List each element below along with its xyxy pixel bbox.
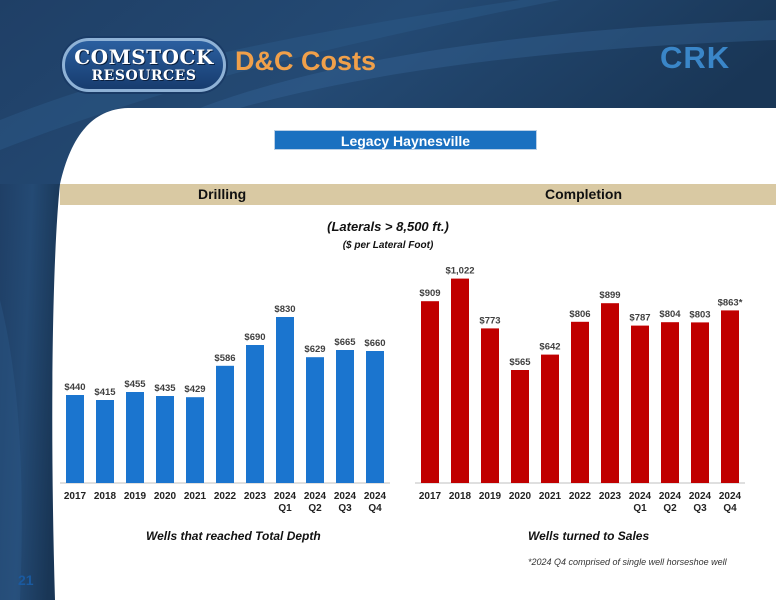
drilling-data-label: $440 — [64, 382, 85, 393]
completion-data-label: $1,022 — [445, 266, 474, 277]
completion-bar — [451, 278, 469, 483]
drilling-label: Drilling — [198, 186, 247, 202]
drilling-tick-label: 2024 — [304, 491, 327, 502]
completion-data-label: $642 — [539, 342, 560, 353]
drilling-data-label: $455 — [124, 379, 146, 390]
completion-tick-label: 2020 — [509, 491, 532, 502]
section-band — [60, 184, 776, 205]
completion-label: Completion — [545, 186, 622, 202]
completion-data-label: $787 — [629, 313, 650, 324]
logo-line-1: COMSTOCK — [74, 45, 214, 69]
drilling-tick-label: 2018 — [94, 491, 117, 502]
completion-bar — [601, 303, 619, 483]
drilling-data-label: $665 — [334, 337, 356, 348]
completion-bar — [511, 370, 529, 483]
ticker-logo: CRK — [660, 40, 731, 75]
completion-data-label: $773 — [479, 315, 500, 326]
drilling-caption: Wells that reached Total Depth — [146, 529, 321, 543]
drilling-bar — [306, 357, 324, 483]
drilling-tick-label: Q3 — [338, 503, 352, 514]
completion-tick-label: 2018 — [449, 491, 472, 502]
completion-tick-label: Q4 — [723, 503, 737, 514]
company-logo: COMSTOCK RESOURCES — [62, 38, 226, 92]
drilling-bar — [126, 392, 144, 483]
completion-tick-label: 2024 — [659, 491, 682, 502]
drilling-data-label: $660 — [364, 338, 385, 349]
drilling-data-label: $586 — [214, 353, 235, 364]
completion-bar — [541, 354, 559, 483]
drilling-tick-label: Q1 — [278, 503, 292, 514]
completion-tick-label: 2023 — [599, 491, 622, 502]
completion-tick-label: 2024 — [689, 491, 712, 502]
completion-tick-label: 2024 — [719, 491, 742, 502]
completion-data-label: $803 — [689, 309, 710, 320]
region-banner: Legacy Haynesville — [274, 130, 537, 150]
completion-bar — [571, 321, 589, 483]
drilling-tick-label: 2023 — [244, 491, 267, 502]
completion-data-label: $863* — [718, 297, 743, 308]
completion-bar — [481, 328, 499, 483]
drilling-bar — [66, 395, 84, 483]
completion-tick-label: Q1 — [633, 503, 647, 514]
drilling-bar — [216, 365, 234, 483]
drilling-tick-label: 2020 — [154, 491, 177, 502]
drilling-tick-label: 2024 — [274, 491, 297, 502]
drilling-data-label: $830 — [274, 304, 295, 315]
completion-data-label: $565 — [509, 357, 531, 368]
drilling-tick-label: 2022 — [214, 491, 237, 502]
completion-data-label: $909 — [419, 288, 440, 299]
completion-data-label: $899 — [599, 290, 620, 301]
completion-data-label: $804 — [659, 309, 681, 320]
completion-tick-label: 2017 — [419, 491, 442, 502]
drilling-tick-label: 2021 — [184, 491, 207, 502]
completion-bar — [721, 310, 739, 483]
drilling-bar — [156, 396, 174, 483]
completion-bar — [691, 322, 709, 483]
drilling-tick-label: 2019 — [124, 491, 147, 502]
completion-tick-label: 2019 — [479, 491, 502, 502]
drilling-data-label: $415 — [94, 387, 116, 398]
drilling-data-label: $629 — [304, 344, 325, 355]
drilling-bar — [366, 351, 384, 483]
completion-tick-label: 2022 — [569, 491, 592, 502]
drilling-tick-label: Q4 — [368, 503, 382, 514]
drilling-data-label: $435 — [154, 383, 176, 394]
completion-bar — [661, 322, 679, 483]
drilling-bar — [246, 345, 264, 483]
drilling-tick-label: Q2 — [308, 503, 322, 514]
page-number: 21 — [18, 572, 34, 588]
drilling-tick-label: 2024 — [334, 491, 357, 502]
drilling-tick-label: 2017 — [64, 491, 87, 502]
drilling-data-label: $429 — [184, 384, 205, 395]
completion-data-label: $806 — [569, 309, 590, 320]
logo-line-2: RESOURCES — [91, 68, 197, 84]
drilling-tick-label: 2024 — [364, 491, 387, 502]
completion-tick-label: 2021 — [539, 491, 562, 502]
completion-bar — [421, 301, 439, 483]
drilling-data-label: $690 — [244, 332, 265, 343]
chart-subtitle: (Laterals > 8,500 ft.) — [327, 219, 449, 234]
completion-tick-label: Q2 — [663, 503, 677, 514]
footnote: *2024 Q4 comprised of single well horses… — [528, 557, 727, 567]
drilling-bar — [276, 317, 294, 483]
completion-caption: Wells turned to Sales — [528, 529, 650, 543]
completion-bar — [631, 325, 649, 483]
drilling-bar — [186, 397, 204, 483]
completion-tick-label: 2024 — [629, 491, 652, 502]
unit-label: ($ per Lateral Foot) — [342, 240, 434, 251]
completion-tick-label: Q3 — [693, 503, 707, 514]
drilling-bar — [96, 400, 114, 483]
page-title: D&C Costs — [235, 46, 377, 76]
drilling-bar — [336, 350, 354, 483]
